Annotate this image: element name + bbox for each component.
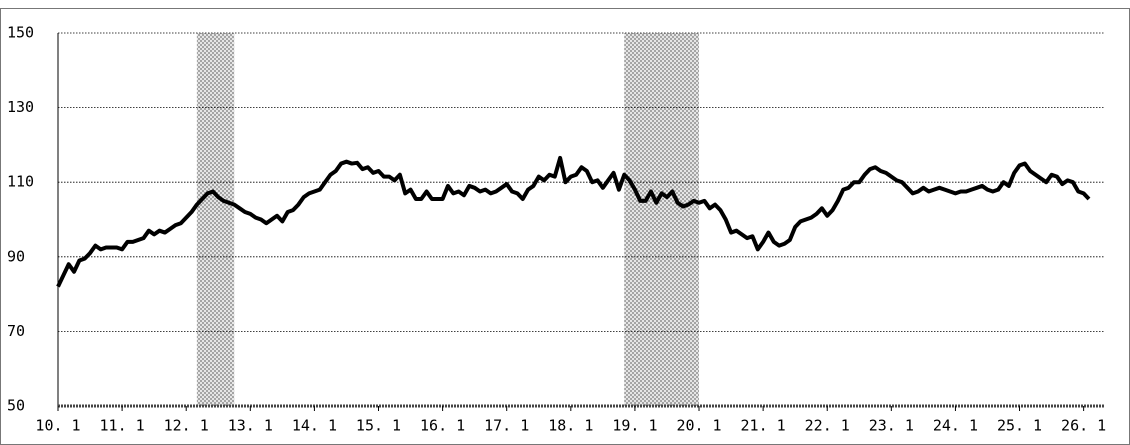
x-tick-label: 17. 1	[484, 417, 529, 435]
recession-band	[624, 33, 700, 406]
x-tick-label: 21. 1	[741, 417, 786, 435]
x-tick-label: 25. 1	[997, 417, 1042, 435]
x-tick-label: 13. 1	[228, 417, 273, 435]
x-tick-label: 22. 1	[805, 417, 850, 435]
x-tick-label: 15. 1	[356, 417, 401, 435]
y-tick-label: 110	[7, 173, 34, 191]
y-tick-label: 130	[7, 98, 34, 116]
x-tick-label: 19. 1	[612, 417, 657, 435]
x-tick-label: 10. 1	[35, 417, 80, 435]
x-tick-label: 18. 1	[548, 417, 593, 435]
frame	[0, 8, 1130, 445]
x-tick-label: 11. 1	[100, 417, 145, 435]
y-tick-label: 90	[7, 247, 25, 265]
x-tick-label: 12. 1	[164, 417, 209, 435]
x-tick-label: 23. 1	[869, 417, 914, 435]
y-tick-label: 70	[7, 322, 25, 340]
y-tick-label: 50	[7, 397, 25, 415]
y-tick-label: 150	[7, 24, 34, 42]
x-tick-label: 26. 1	[1061, 417, 1106, 435]
x-tick-label: 16. 1	[420, 417, 465, 435]
x-tick-label: 24. 1	[933, 417, 978, 435]
x-tick-label: 14. 1	[292, 417, 337, 435]
recession-band	[196, 33, 235, 406]
series-line	[56, 155, 1091, 288]
x-tick-label: 20. 1	[676, 417, 721, 435]
